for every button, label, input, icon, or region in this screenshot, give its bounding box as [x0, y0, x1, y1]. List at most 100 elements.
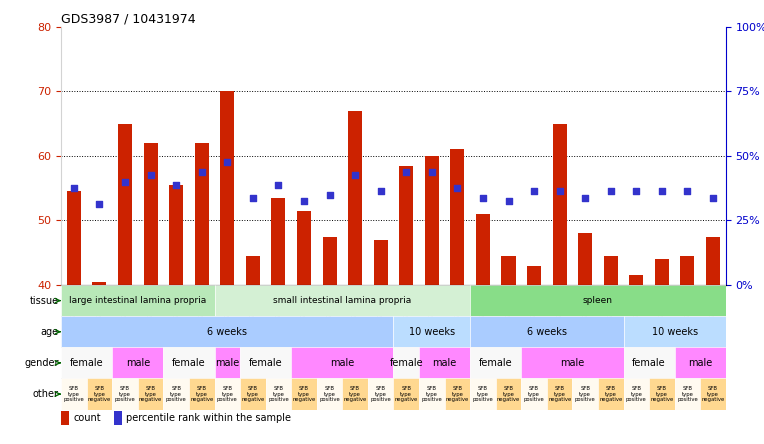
Bar — [419, 347, 470, 378]
Bar — [675, 378, 701, 410]
Bar — [649, 378, 675, 410]
Text: SFB
type
negative: SFB type negative — [241, 386, 264, 402]
Bar — [61, 411, 69, 424]
Point — [93, 201, 105, 208]
Bar — [86, 378, 112, 410]
Text: SFB
type
positive: SFB type positive — [63, 386, 84, 402]
Text: male: male — [330, 358, 354, 368]
Point — [68, 185, 80, 192]
Point — [272, 181, 284, 188]
Bar — [419, 378, 445, 410]
Text: SFB
type
negative: SFB type negative — [701, 386, 724, 402]
Bar — [215, 347, 240, 378]
Point — [630, 188, 643, 195]
Point — [604, 188, 617, 195]
Bar — [445, 378, 470, 410]
Bar — [630, 275, 643, 285]
Bar — [470, 378, 496, 410]
Bar — [604, 256, 618, 285]
Bar — [393, 378, 419, 410]
Bar — [215, 285, 470, 316]
Bar — [317, 378, 342, 410]
Text: male: male — [688, 358, 712, 368]
Bar — [112, 347, 163, 378]
Point — [452, 185, 464, 192]
Bar — [163, 378, 189, 410]
Text: SFB
type
positive: SFB type positive — [575, 386, 596, 402]
Text: male: male — [126, 358, 150, 368]
Text: male: male — [560, 358, 584, 368]
Point — [503, 198, 515, 205]
Text: SFB
type
negative: SFB type negative — [548, 386, 571, 402]
Bar — [297, 211, 311, 285]
Point — [247, 194, 259, 202]
Bar — [572, 378, 598, 410]
Text: SFB
type
positive: SFB type positive — [166, 386, 186, 402]
Bar — [291, 347, 393, 378]
Text: SFB
type
negative: SFB type negative — [139, 386, 162, 402]
Bar — [527, 266, 541, 285]
Text: male: male — [432, 358, 457, 368]
Text: female: female — [172, 358, 206, 368]
Bar — [521, 347, 623, 378]
Text: large intestinal lamina propria: large intestinal lamina propria — [70, 296, 206, 305]
Text: SFB
type
positive: SFB type positive — [319, 386, 340, 402]
Bar — [92, 282, 106, 285]
Bar — [322, 237, 337, 285]
Point — [656, 188, 668, 195]
Bar — [118, 123, 132, 285]
Point — [400, 168, 413, 175]
Bar — [240, 347, 291, 378]
Bar — [61, 378, 86, 410]
Text: 6 weeks: 6 weeks — [207, 327, 248, 337]
Bar — [271, 198, 286, 285]
Text: gender: gender — [24, 358, 59, 368]
Point — [323, 191, 335, 198]
Bar — [470, 347, 521, 378]
Bar — [476, 214, 490, 285]
Bar — [706, 237, 720, 285]
Bar — [681, 256, 694, 285]
Bar — [701, 378, 726, 410]
Bar — [393, 316, 470, 347]
Text: SFB
type
positive: SFB type positive — [677, 386, 698, 402]
Text: SFB
type
negative: SFB type negative — [599, 386, 623, 402]
Text: spleen: spleen — [583, 296, 613, 305]
Bar — [470, 316, 623, 347]
Bar — [220, 91, 235, 285]
Text: SFB
type
positive: SFB type positive — [626, 386, 646, 402]
Text: SFB
type
negative: SFB type negative — [344, 386, 367, 402]
Bar — [374, 240, 387, 285]
Bar — [67, 191, 81, 285]
Point — [579, 194, 591, 202]
Bar — [675, 347, 726, 378]
Text: SFB
type
positive: SFB type positive — [523, 386, 545, 402]
Point — [119, 178, 131, 185]
Bar — [195, 143, 209, 285]
Text: tissue: tissue — [30, 296, 59, 305]
Bar — [552, 123, 567, 285]
Text: SFB
type
negative: SFB type negative — [650, 386, 674, 402]
Point — [196, 168, 208, 175]
Bar — [450, 149, 465, 285]
Text: age: age — [40, 327, 59, 337]
Bar — [61, 316, 393, 347]
Text: SFB
type
negative: SFB type negative — [190, 386, 213, 402]
Point — [528, 188, 540, 195]
Bar — [163, 347, 215, 378]
Bar — [348, 111, 362, 285]
Bar — [521, 378, 547, 410]
Bar — [138, 378, 163, 410]
Text: SFB
type
positive: SFB type positive — [268, 386, 289, 402]
Text: count: count — [73, 413, 101, 423]
Point — [681, 188, 694, 195]
Text: other: other — [33, 389, 59, 399]
Text: SFB
type
negative: SFB type negative — [395, 386, 418, 402]
Bar — [393, 347, 419, 378]
Point — [707, 194, 719, 202]
Text: SFB
type
positive: SFB type positive — [473, 386, 494, 402]
Text: female: female — [249, 358, 283, 368]
Text: female: female — [70, 358, 103, 368]
Bar — [189, 378, 215, 410]
Text: SFB
type
negative: SFB type negative — [88, 386, 111, 402]
